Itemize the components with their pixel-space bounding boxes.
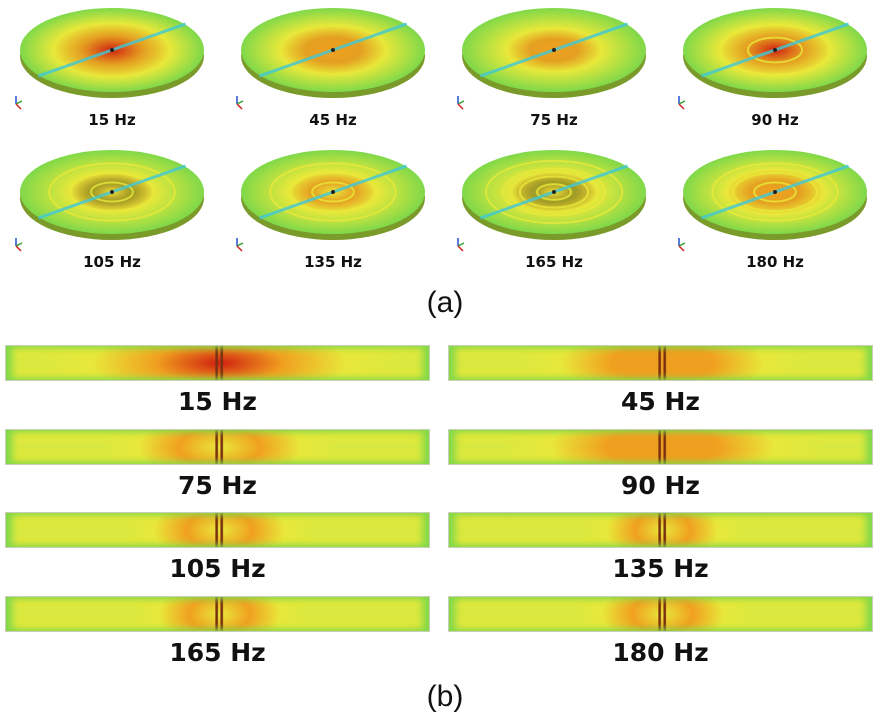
mode-ring: [48, 162, 176, 222]
disk-plot: [236, 8, 425, 110]
mode-ring: [290, 171, 376, 213]
disk-plot: [236, 150, 425, 252]
disk-cell: 165 Hz: [454, 146, 654, 276]
strip-label: 15 Hz: [178, 387, 257, 416]
disk-plot: [678, 150, 867, 252]
strip-cell: 135 Hz: [448, 512, 873, 594]
disk-plot: [15, 150, 204, 252]
disk-label: 165 Hz: [525, 253, 583, 271]
mode-ring: [90, 181, 134, 203]
strip-cell: 105 Hz: [5, 512, 430, 594]
disk-label: 45 Hz: [309, 111, 357, 129]
caption-b: (b): [426, 680, 464, 713]
mode-ring: [484, 159, 624, 225]
strip-label: 90 Hz: [621, 471, 700, 500]
strip-label: 165 Hz: [169, 638, 266, 667]
disk-cell: 90 Hz: [675, 4, 875, 134]
panel-a: 15 Hz 45 Hz 75 Hz 90 Hz 105 Hz 135 Hz 16…: [0, 0, 890, 330]
disk-plot: [678, 8, 867, 110]
strip-cell: 165 Hz: [5, 596, 430, 678]
mode-ring: [746, 36, 804, 64]
strip-label: 105 Hz: [169, 554, 266, 583]
axis-triad-icon: [15, 238, 23, 252]
strip-cell: 75 Hz: [5, 429, 430, 511]
strip-label: 180 Hz: [612, 638, 709, 667]
cross-section-strip: [5, 596, 430, 632]
disk-plot: [457, 8, 646, 110]
disk-center: [552, 190, 556, 194]
disk-label: 135 Hz: [304, 253, 362, 271]
axis-triad-icon: [236, 96, 244, 110]
disk-cell: 75 Hz: [454, 4, 654, 134]
cross-section-strip: [448, 429, 873, 465]
disk-center: [773, 48, 777, 52]
caption-a: (a): [426, 286, 464, 319]
cross-section-strip: [448, 596, 873, 632]
strip-cell: 15 Hz: [5, 345, 430, 427]
strip-cell: 90 Hz: [448, 429, 873, 511]
disk-plot: [457, 150, 646, 252]
mode-ring: [501, 167, 607, 217]
disk-center: [552, 48, 556, 52]
disk-label: 75 Hz: [530, 111, 578, 129]
disk-label: 180 Hz: [746, 253, 804, 271]
axis-triad-icon: [457, 238, 465, 252]
mode-ring: [69, 171, 155, 213]
axis-triad-icon: [236, 238, 244, 252]
strip-cell: 180 Hz: [448, 596, 873, 678]
mode-ring: [753, 181, 797, 203]
disk-center: [773, 190, 777, 194]
strip-label: 45 Hz: [621, 387, 700, 416]
panel-b: 15 Hz 45 Hz 75 Hz 90 Hz 105 Hz 135 Hz 16…: [0, 335, 890, 726]
mode-ring: [719, 24, 831, 76]
axis-triad-icon: [457, 96, 465, 110]
axis-triad-icon: [15, 96, 23, 110]
disk-cell: 15 Hz: [12, 4, 212, 134]
disk-label: 105 Hz: [83, 253, 141, 271]
disk-cell: 45 Hz: [233, 4, 433, 134]
disk-label: 15 Hz: [88, 111, 136, 129]
axis-triad-icon: [678, 96, 686, 110]
mode-ring: [535, 183, 573, 201]
mode-ring: [311, 181, 355, 203]
disk-label: 90 Hz: [751, 111, 799, 129]
disk-cell: 135 Hz: [233, 146, 433, 276]
cross-section-strip: [448, 345, 873, 381]
mode-ring: [732, 171, 818, 213]
disk-cell: 105 Hz: [12, 146, 212, 276]
strip-label: 75 Hz: [178, 471, 257, 500]
disk-center: [110, 190, 114, 194]
disk-center: [331, 190, 335, 194]
strip-cell: 45 Hz: [448, 345, 873, 427]
disk-center: [331, 48, 335, 52]
disk-cell: 180 Hz: [675, 146, 875, 276]
mode-ring: [269, 162, 397, 222]
mode-ring: [711, 162, 839, 222]
cross-section-strip: [448, 512, 873, 548]
cross-section-strip: [5, 512, 430, 548]
axis-triad-icon: [678, 238, 686, 252]
cross-section-strip: [5, 429, 430, 465]
mode-ring: [518, 175, 590, 209]
disk-center: [110, 48, 114, 52]
disk-plot: [15, 8, 204, 110]
strip-label: 135 Hz: [612, 554, 709, 583]
cross-section-strip: [5, 345, 430, 381]
